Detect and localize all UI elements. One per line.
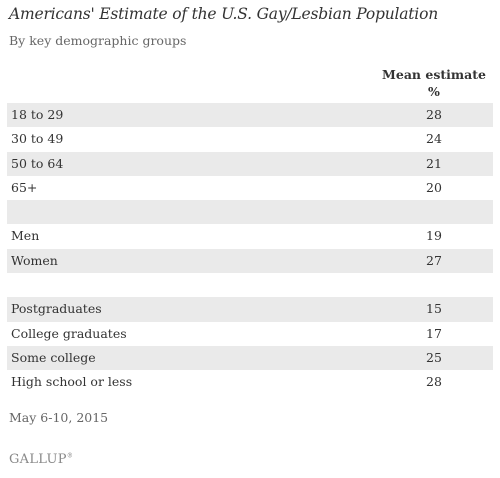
gallup-logo: GALLUP® [9,452,74,467]
row-value: 21 [426,155,442,171]
row-label: 50 to 64 [11,155,64,171]
row-value: 28 [426,107,442,122]
table-row: 65+ 20 [7,176,493,200]
table-row-spacer [7,273,493,297]
row-label: Women [11,252,58,268]
table-row: Women 27 [7,248,493,274]
row-value: 15 [426,301,442,317]
survey-date-note: May 6-10, 2015 [9,410,109,425]
chart-title: Americans' Estimate of the U.S. Gay/Lesb… [9,5,438,23]
table-row: Some college 25 [7,345,493,371]
table-row: Men 19 [7,224,493,248]
table-row: College graduates 17 [7,322,493,346]
row-label: Postgraduates [11,301,102,317]
row-label: College graduates [11,325,127,341]
row-value: 27 [426,252,442,268]
table-row: Postgraduates 15 [7,297,493,322]
gallup-logo-text: GALLUP [9,452,67,467]
row-label: High school or less [11,374,133,390]
table-row: 50 to 64 21 [7,151,493,176]
row-label: 18 to 29 [11,107,64,122]
row-label: Men [11,228,40,244]
row-value: 24 [426,131,442,147]
row-value: 25 [426,349,442,365]
column-header-mean-estimate: Mean estimate [382,67,486,82]
row-value: 28 [426,374,442,390]
row-label: Some college [11,349,96,365]
table-row-spacer [7,200,493,225]
table-row: 18 to 29 28 [7,103,493,128]
row-value: 19 [426,228,442,244]
row-value: 20 [426,179,442,195]
table-body: 18 to 29 28 30 to 49 24 50 to 64 21 65+ 20 Men 19… [7,103,493,395]
row-value: 17 [426,325,442,341]
row-label: 65+ [11,179,38,195]
chart-subtitle: By key demographic groups [9,33,187,48]
table-row: High school or less 28 [7,370,493,394]
row-label: 30 to 49 [11,131,64,147]
table-row: 30 to 49 24 [7,127,493,151]
column-header-unit: % [428,84,440,99]
